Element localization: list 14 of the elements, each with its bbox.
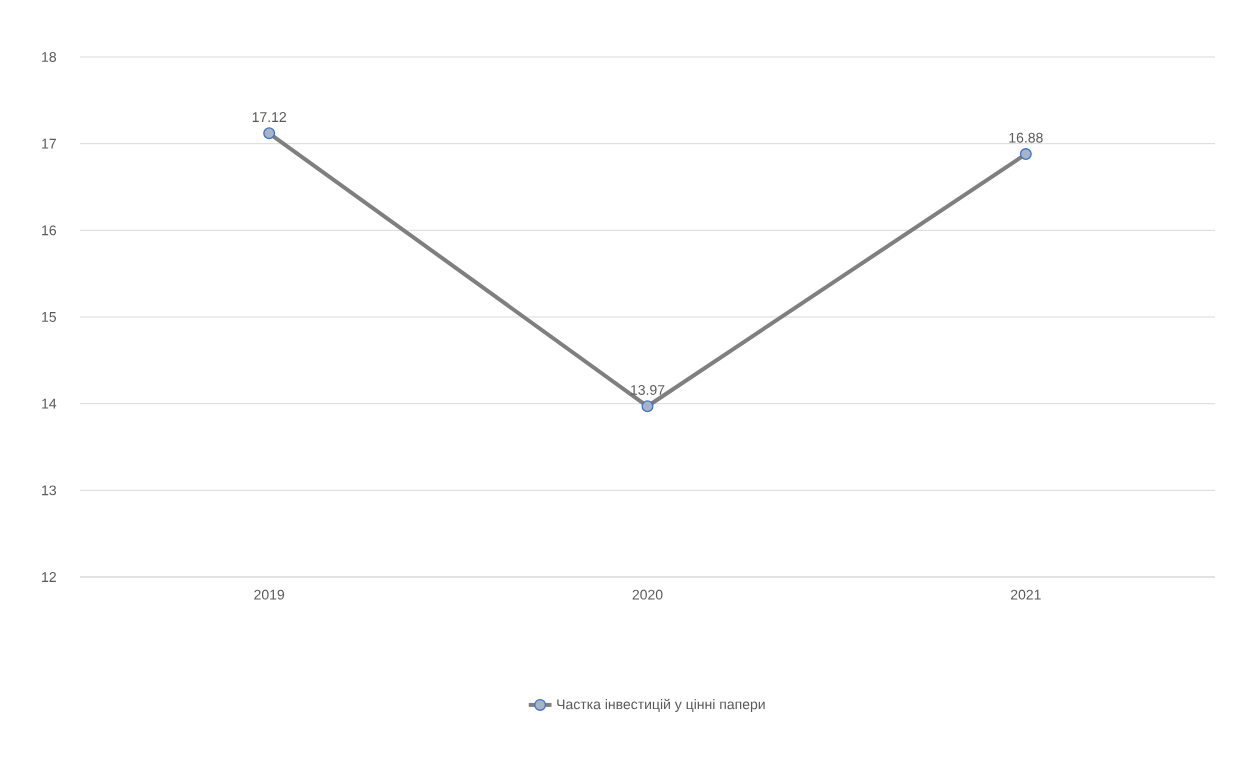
y-tick-label: 17 [42, 138, 56, 149]
x-tick-label: 2019 [254, 589, 285, 600]
y-tick-label: 15 [42, 312, 57, 322]
y-tick-label: 18 [42, 52, 57, 62]
y-tick-label: 14 [42, 398, 57, 409]
data-label: 17.12 [252, 112, 286, 122]
y-tick-label: 13 [42, 485, 57, 496]
legend-label: Частка інвестицій у цінні папери [557, 698, 765, 713]
data-label: 16.88 [1009, 132, 1043, 143]
x-tick-label: 2020 [632, 589, 663, 600]
data-label: 13.97 [631, 384, 665, 395]
y-tick-label: 12 [42, 572, 56, 582]
y-tick-label: 16 [42, 225, 57, 236]
x-tick-label: 2021 [1010, 589, 1041, 600]
